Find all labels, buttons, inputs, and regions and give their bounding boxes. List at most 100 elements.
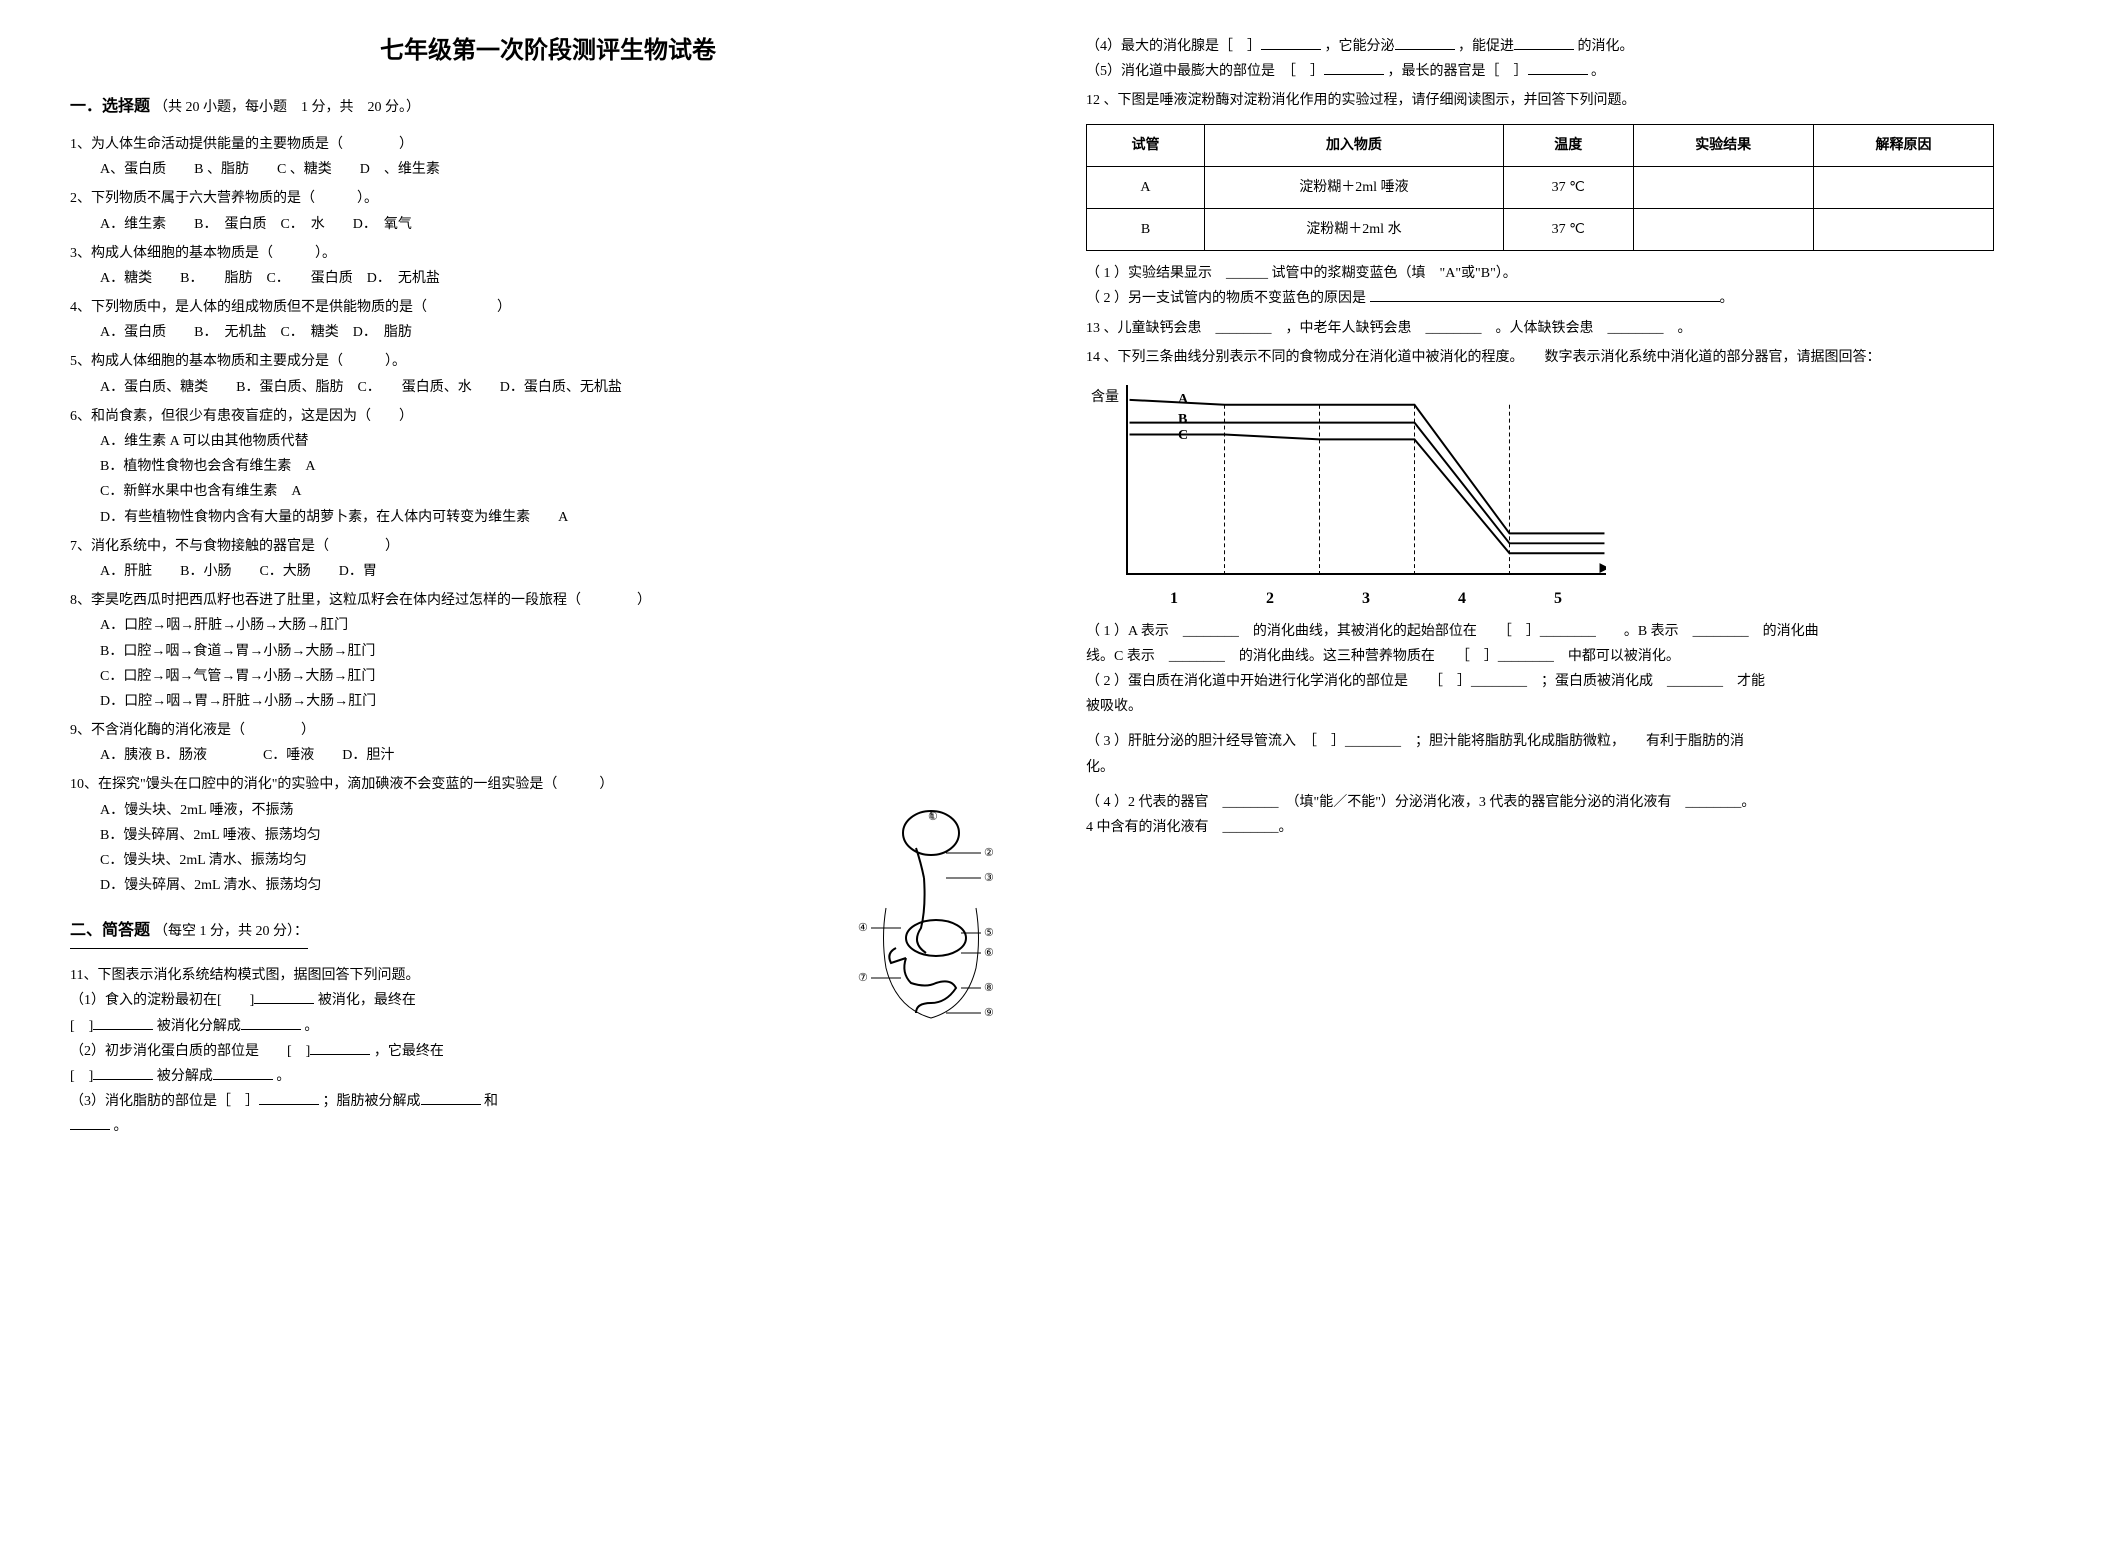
digestion-chart: A B C	[1126, 385, 1606, 575]
blank[interactable]	[213, 1064, 273, 1080]
label-c: C	[1178, 423, 1188, 448]
q11-p3d: 。	[114, 1119, 128, 1134]
cell-a3[interactable]	[1633, 166, 1813, 208]
q3-opts: A．糖类 B． 脂肪 C． 蛋白质 D． 无机盐	[70, 266, 1026, 291]
q6-stem: 6、和尚食素，但很少有患夜盲症的，这是因为（ ）	[70, 404, 1026, 429]
q11-p2a: （2）初步消化蛋白质的部位是 [ ]	[70, 1044, 310, 1059]
q11-p3c: 和	[484, 1094, 498, 1109]
blank[interactable]	[310, 1039, 370, 1055]
xtick-5: 5	[1554, 585, 1562, 614]
q12: 12 、下图是唾液淀粉酶对淀粉消化作用的实验过程，请仔细阅读图示，并回答下列问题…	[1086, 88, 2042, 311]
q11-p1b: 被消化，最终在	[318, 993, 416, 1008]
q12-p1: （ 1 ）实验结果显示 ______ 试管中的浆糊变蓝色（填 "A"或"B"）。	[1086, 261, 2042, 286]
cell-a2: 37 ℃	[1503, 166, 1633, 208]
sa-sub: （每空 1 分，共 20 分）：	[154, 924, 308, 939]
lbl-9: ⑨	[984, 1007, 994, 1019]
q8-c: C．口腔→咽→气管→胃→小肠→大肠→肛门	[70, 664, 1026, 689]
chart-ylabel: 含量	[1091, 390, 1119, 407]
q6: 6、和尚食素，但很少有患夜盲症的，这是因为（ ） A．维生素 A 可以由其他物质…	[70, 404, 1026, 530]
q1-opts: A、蛋白质 B 、脂肪 C 、糖类 D 、维生素	[70, 157, 1026, 182]
q12-p2-text: （ 2 ）另一支试管内的物质不变蓝色的原因是	[1086, 291, 1366, 306]
left-column: 七年级第一次阶段测评生物试卷 一．选择题 （共 20 小题，每小题 1 分，共 …	[40, 30, 1056, 1531]
q14-p2: （ 2 ）蛋白质在消化道中开始进行化学消化的部位是 ［ ］________ ；蛋…	[1086, 669, 2042, 694]
ylabel-text: 含量	[1091, 390, 1119, 405]
q7-opts: A．肝脏 B．小肠 C．大肠 D．胃	[70, 559, 1026, 584]
blank[interactable]	[1324, 59, 1384, 75]
q4-opts: A．蛋白质 B． 无机盐 C． 糖类 D． 脂肪	[70, 320, 1026, 345]
q6-a: A．维生素 A 可以由其他物质代替	[70, 429, 1026, 454]
q10-stem: 10、在探究"馒头在口腔中的消化"的实验中，滴加碘液不会变蓝的一组实验是（ ）	[70, 772, 1026, 797]
q14-p4b: 4 中含有的消化液有 ________。	[1086, 815, 2042, 840]
q2-opts: A．维生素 B． 蛋白质 C． 水 D． 氧气	[70, 212, 1026, 237]
xtick-3: 3	[1362, 585, 1370, 614]
lbl-2: ②	[984, 847, 994, 859]
q11-p2: （2）初步消化蛋白质的部位是 [ ] ，它最终在	[70, 1039, 1026, 1064]
q11-cont: （4）最大的消化腺是［ ］ ，它能分泌 ，能促进 的消化。 （5）消化道中最膨大…	[1086, 34, 2042, 84]
q4-stem: 4、下列物质中，是人体的组成物质但不是供能物质的是（ ）	[70, 295, 1026, 320]
xtick-2: 2	[1266, 585, 1274, 614]
blank[interactable]	[1370, 286, 1720, 302]
q11-p2c: [ ]	[70, 1069, 93, 1084]
q11-p1c: [ ]	[70, 1019, 93, 1034]
mc-sub: （共 20 小题，每小题 1 分，共 20 分。）	[154, 100, 420, 115]
blank[interactable]	[1261, 34, 1321, 50]
arrow-x	[1600, 563, 1606, 573]
q14-p4: （ 4 ）2 代表的器官 ________ （填"能／不能"）分泌消化液，3 代…	[1086, 790, 2042, 815]
cell-a1: 淀粉糊＋2ml 唾液	[1204, 166, 1503, 208]
q8: 8、李昊吃西瓜时把西瓜籽也吞进了肚里，这粒瓜籽会在体内经过怎样的一段旅程（ ） …	[70, 588, 1026, 714]
blank[interactable]	[421, 1089, 481, 1105]
q11-p1d: 被消化分解成	[157, 1019, 241, 1034]
blank[interactable]	[1514, 34, 1574, 50]
q11-p2-2: [ ] 被分解成 。	[70, 1064, 1026, 1089]
q11-p3-2: 。	[70, 1114, 1026, 1139]
q11-p5c: 。	[1591, 64, 1605, 79]
cell-b2: 37 ℃	[1503, 208, 1633, 250]
q3-stem: 3、构成人体细胞的基本物质是（ ）。	[70, 241, 1026, 266]
blank[interactable]	[93, 1014, 153, 1030]
blank[interactable]	[254, 988, 314, 1004]
q11-p4c: ，能促进	[1458, 39, 1514, 54]
cell-b4[interactable]	[1813, 208, 1993, 250]
cell-b3[interactable]	[1633, 208, 1813, 250]
q11-p1e: 。	[304, 1019, 318, 1034]
q11-p2d: 被分解成	[157, 1069, 213, 1084]
chart-wrapper: 含量 A B C 1 2 3	[1126, 385, 2042, 614]
q14: 14 、下列三条曲线分别表示不同的食物成分在消化道中被消化的程度。 数字表示消化…	[1086, 345, 2042, 840]
lbl-3: ③	[984, 872, 994, 884]
q14-p1a: （ 1 ）A 表示 ________ 的消化曲线，其被消化的起始部位在 ［ ］_…	[1086, 619, 2042, 644]
chart-svg	[1128, 385, 1606, 573]
th-tube: 试管	[1087, 124, 1205, 166]
q14-p1b: 线。C 表示 ________ 的消化曲线。这三种营养物质在 ［ ］______…	[1086, 644, 2042, 669]
q1-stem: 1、为人体生命活动提供能量的主要物质是（ ）	[70, 132, 1026, 157]
q14-p2b: 被吸收。	[1086, 694, 2042, 719]
th-reason: 解释原因	[1813, 124, 1993, 166]
blank[interactable]	[1395, 34, 1455, 50]
blank[interactable]	[241, 1014, 301, 1030]
blank[interactable]	[93, 1064, 153, 1080]
cell-a4[interactable]	[1813, 166, 1993, 208]
q11-p3: （3）消化脂肪的部位是［ ］ ；脂肪被分解成 和	[70, 1089, 1026, 1114]
q11-p2b: ，它最终在	[374, 1044, 444, 1059]
line-c	[1130, 434, 1605, 553]
q12-p2: （ 2 ）另一支试管内的物质不变蓝色的原因是 。	[1086, 286, 2042, 311]
q9-opts: A．胰液 B．肠液 C．唾液 D．胆汁	[70, 743, 1026, 768]
lbl-1: ①	[928, 811, 938, 823]
line-b	[1130, 422, 1605, 543]
line-a	[1130, 400, 1605, 534]
q9: 9、不含消化酶的消化液是（ ） A．胰液 B．肠液 C．唾液 D．胆汁	[70, 718, 1026, 768]
blank[interactable]	[1528, 59, 1588, 75]
mc-heading: 一．选择题 （共 20 小题，每小题 1 分，共 20 分。）	[70, 93, 1026, 122]
cell-a0: A	[1087, 166, 1205, 208]
q5-opts: A．蛋白质、糖类 B．蛋白质、脂肪 C． 蛋白质、水 D．蛋白质、无机盐	[70, 375, 1026, 400]
th-result: 实验结果	[1633, 124, 1813, 166]
q8-b: B．口腔→咽→食道→胃→小肠→大肠→肛门	[70, 639, 1026, 664]
q8-d: D．口腔→咽→胃→肝脏→小肠→大肠→肛门	[70, 689, 1026, 714]
sa-heading-text: 二、简答题	[70, 922, 150, 939]
q5-stem: 5、构成人体细胞的基本物质和主要成分是（ ）。	[70, 349, 1026, 374]
q13: 13 、儿童缺钙会患 ________ ，中老年人缺钙会患 ________ 。…	[1086, 316, 2042, 341]
lbl-6: ⑥	[984, 947, 994, 959]
q2-stem: 2、下列物质不属于六大营养物质的是（ ）。	[70, 186, 1026, 211]
blank[interactable]	[70, 1114, 110, 1130]
cell-b0: B	[1087, 208, 1205, 250]
blank[interactable]	[259, 1089, 319, 1105]
